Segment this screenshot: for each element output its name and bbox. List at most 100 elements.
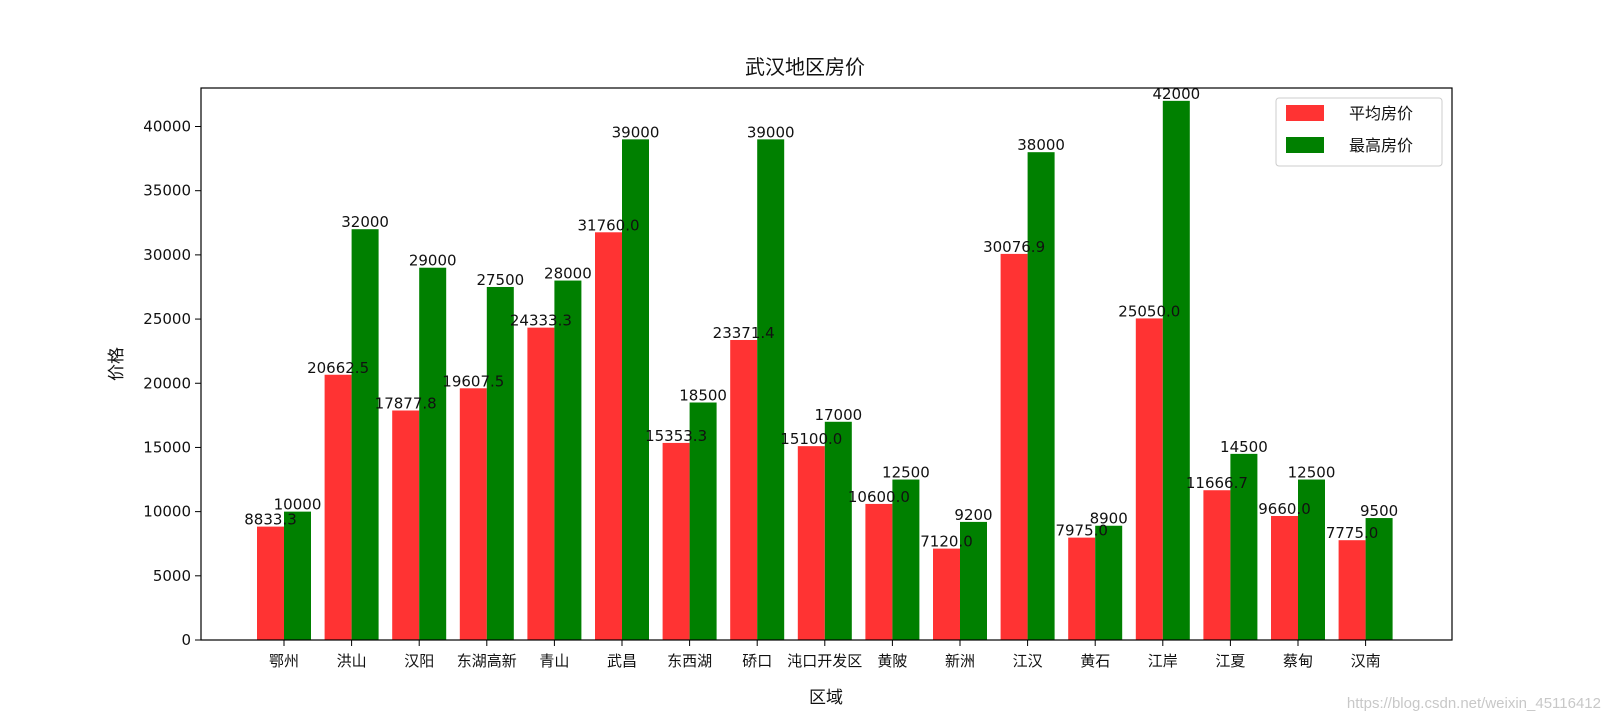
x-tick-label-5: 武昌	[607, 652, 637, 670]
legend-label-2: 最高房价	[1349, 136, 1413, 155]
bar-1-2	[392, 410, 420, 640]
value-label-1-2: 17877.8	[375, 394, 437, 412]
value-label-1-7: 23371.4	[713, 324, 775, 342]
bar-1-8	[797, 446, 825, 640]
legend-swatch-2	[1286, 137, 1324, 153]
bar-1-0	[257, 526, 284, 640]
bar-1-3	[459, 388, 487, 640]
value-label-2-10: 9200	[954, 506, 992, 524]
x-tick-label-16: 汉南	[1351, 652, 1381, 670]
bar-1-16	[1338, 540, 1366, 640]
bar-2-5	[622, 139, 649, 641]
value-label-2-16: 9500	[1360, 502, 1398, 520]
value-labels-group: 8833.3 20662.5 17877.8 19607.5 24333.3 31760.…	[244, 85, 1398, 551]
value-label-1-4: 24333.3	[510, 312, 572, 330]
value-label-1-16: 7775.0	[1326, 524, 1379, 542]
value-label-2-2: 29000	[409, 252, 457, 270]
value-label-1-8: 15100.0	[780, 430, 842, 448]
value-label-1-1: 20662.5	[307, 359, 369, 377]
value-label-2-7: 39000	[747, 123, 795, 141]
bar-2-16	[1365, 518, 1393, 640]
value-label-2-0: 10000	[274, 496, 322, 514]
bar-1-6	[662, 442, 690, 640]
y-tick-label-4: 20000	[143, 374, 191, 392]
bar-1-12	[1068, 537, 1096, 640]
x-tick-label-9: 黄陂	[877, 652, 907, 670]
bar-2-0	[284, 511, 311, 640]
value-label-2-4: 28000	[544, 265, 592, 283]
x-tick-label-6: 东西湖	[667, 652, 712, 670]
bar-2-13	[1162, 100, 1190, 640]
bar-1-9	[865, 503, 893, 640]
bar-2-9	[892, 479, 920, 640]
bar-1-4	[527, 327, 555, 640]
x-tick-label-3: 东湖高新	[457, 652, 517, 670]
x-tick-label-1: 洪山	[337, 652, 367, 670]
x-tick-label-12: 黄石	[1080, 652, 1110, 670]
x-tick-label-0: 鄂州	[269, 652, 299, 670]
watermark: https://blog.csdn.net/weixin_45116412	[1346, 695, 1601, 712]
legend-swatch-1	[1286, 105, 1324, 121]
y-tick-label-6: 30000	[143, 246, 191, 264]
x-tick-label-7: 硚口	[742, 652, 772, 670]
x-tick-label-8: 沌口开发区	[787, 652, 862, 670]
bar-2-4	[554, 280, 582, 640]
value-label-2-5: 39000	[612, 123, 660, 141]
bar-2-10	[960, 521, 987, 640]
bar-2-7	[757, 139, 785, 641]
value-label-2-15: 12500	[1288, 464, 1336, 482]
bar-1-1	[324, 374, 352, 640]
value-label-1-9: 10600.0	[848, 488, 910, 506]
value-label-1-11: 30076.9	[983, 238, 1045, 256]
bars-group	[257, 100, 1393, 641]
value-label-2-12: 8900	[1090, 510, 1128, 528]
value-label-2-14: 14500	[1220, 438, 1268, 456]
value-label-1-13: 25050.0	[1118, 302, 1180, 320]
y-tick-label-5: 25000	[143, 310, 191, 328]
x-tick-label-14: 江夏	[1215, 652, 1245, 670]
bar-2-3	[486, 286, 514, 640]
bar-1-11	[1000, 253, 1028, 640]
chart-title: 武汉地区房价	[745, 55, 865, 79]
value-label-1-14: 11666.7	[1186, 474, 1248, 492]
bar-1-5	[595, 232, 622, 641]
y-tick-label-3: 15000	[143, 438, 191, 456]
value-label-1-5: 31760.0	[577, 216, 639, 234]
x-axis: 鄂州 洪山 汉阳 东湖高新 青山 武昌 东西湖 硚口 沌口开发区 黄陂 新洲 江汉 黄石 江岸 江夏 蔡甸 汉南	[269, 640, 1381, 670]
bar-2-15	[1298, 479, 1325, 640]
bar-1-7	[730, 339, 758, 640]
y-tick-label-7: 35000	[143, 182, 191, 200]
y-axis-label: 价格	[107, 347, 127, 381]
value-label-1-15: 9660.0	[1258, 500, 1311, 518]
x-tick-label-11: 江汉	[1013, 652, 1043, 670]
value-label-1-0: 8833.3	[244, 511, 297, 529]
x-tick-label-4: 青山	[539, 652, 569, 670]
bar-1-14	[1203, 490, 1231, 640]
bar-2-1	[351, 229, 379, 641]
value-label-2-8: 17000	[814, 406, 862, 424]
y-tick-label-1: 5000	[153, 567, 191, 585]
value-label-1-10: 7120.0	[920, 533, 973, 551]
value-label-2-1: 32000	[341, 213, 389, 231]
legend-label-1: 平均房价	[1349, 104, 1413, 123]
value-label-2-6: 18500	[679, 387, 727, 405]
plot-frame	[200, 87, 1453, 641]
y-tick-label-8: 40000	[143, 118, 191, 136]
y-tick-label-0: 0	[181, 631, 191, 649]
x-tick-label-2: 汉阳	[404, 652, 434, 670]
bar-1-10	[933, 548, 960, 640]
x-tick-label-13: 江岸	[1148, 652, 1178, 670]
bar-2-11	[1027, 152, 1055, 641]
y-tick-label-2: 10000	[143, 503, 191, 521]
value-label-2-3: 27500	[476, 271, 524, 289]
value-label-2-11: 38000	[1017, 136, 1065, 154]
value-label-1-12: 7975.0	[1055, 522, 1108, 540]
x-tick-label-15: 蔡甸	[1283, 652, 1313, 670]
bar-2-12	[1095, 525, 1123, 640]
y-axis: 0 5000 10000 15000 20000 25000 30000 35000 40000	[143, 118, 201, 649]
bar-1-13	[1135, 318, 1163, 640]
x-tick-label-10: 新洲	[945, 652, 975, 670]
value-label-2-9: 12500	[882, 464, 930, 482]
